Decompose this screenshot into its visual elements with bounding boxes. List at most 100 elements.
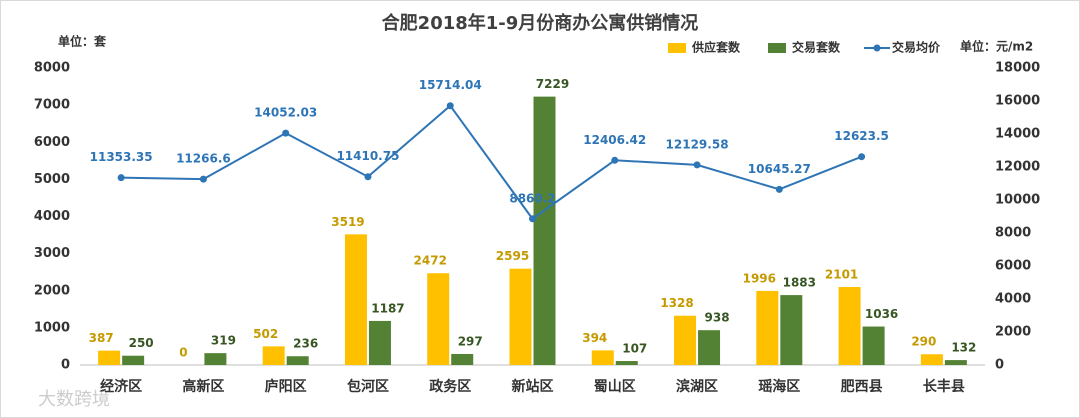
bar-value-label: 1996 (743, 271, 776, 285)
x-tick-label: 滨湖区 (676, 378, 718, 395)
bar-value-label: 1036 (865, 307, 898, 321)
bar (674, 315, 697, 365)
x-tick-label: 高新区 (182, 378, 224, 395)
bar (98, 350, 121, 365)
bar (262, 346, 285, 365)
line-value-label: 12129.58 (666, 137, 729, 151)
y2-tick-label: 14000 (995, 127, 1040, 142)
line-point (858, 153, 866, 161)
bar (944, 360, 967, 365)
legend-swatch (768, 43, 786, 53)
line-value-label: 12406.42 (583, 133, 646, 147)
line-value-label: 11266.6 (176, 152, 231, 166)
x-tick-label: 瑶海区 (758, 378, 800, 395)
y2-tick-label: 6000 (995, 259, 1031, 274)
line-point (199, 175, 207, 183)
y2-unit: 单位：元/m2 (960, 39, 1033, 54)
y2-tick-label: 18000 (995, 61, 1040, 76)
y2-tick-label: 12000 (995, 160, 1040, 175)
bar (698, 330, 721, 365)
bar (862, 326, 885, 365)
bar-value-label: 2595 (496, 249, 529, 263)
x-tick-label: 新站区 (512, 378, 554, 395)
x-tick-label: 长丰县 (923, 378, 965, 395)
bar (122, 355, 145, 365)
legend-label: 交易套数 (792, 40, 841, 55)
bar-value-label: 319 (211, 334, 236, 348)
bar (368, 320, 391, 365)
bar-value-label: 387 (89, 331, 114, 345)
bar-value-label: 502 (253, 327, 278, 341)
line-value-label: 10645.27 (748, 162, 811, 176)
bar (509, 268, 532, 365)
bar-value-label: 132 (951, 341, 976, 355)
x-tick-label: 政务区 (429, 378, 471, 395)
y2-tick-label: 2000 (995, 325, 1031, 340)
bar (780, 295, 803, 365)
bar (286, 356, 309, 365)
y2-tick-label: 0 (995, 358, 1004, 373)
watermark: 大数跨境 (38, 389, 110, 410)
y-tick-label: 3000 (34, 246, 70, 261)
bar (920, 354, 943, 365)
y-unit: 单位：套 (58, 34, 107, 49)
bar (533, 96, 556, 365)
line-value-label: 8860.2 (509, 191, 555, 205)
y-tick-label: 2000 (34, 283, 70, 298)
bar-value-label: 297 (458, 334, 483, 348)
line-point (282, 129, 290, 137)
x-tick-label: 蜀山区 (594, 379, 636, 395)
y-tick-label: 5000 (34, 172, 70, 187)
bar (451, 353, 474, 365)
bar (204, 353, 227, 365)
line-point (117, 174, 125, 182)
bar (427, 273, 450, 365)
bar (756, 290, 779, 365)
bar-value-label: 236 (293, 337, 318, 351)
line-point (611, 156, 619, 164)
bar-value-label: 2472 (414, 254, 447, 268)
y2-tick-label: 8000 (995, 226, 1031, 241)
bar-value-label: 2101 (825, 268, 858, 282)
legend-swatch (873, 44, 881, 52)
legend-label: 交易均价 (892, 40, 941, 55)
bar-value-label: 107 (622, 342, 647, 356)
line-point (775, 185, 783, 193)
bar (615, 361, 638, 365)
y2-tick-label: 16000 (995, 94, 1040, 109)
y2-tick-label: 4000 (995, 292, 1031, 307)
line-point (693, 161, 701, 169)
bar-value-label: 0 (179, 346, 187, 360)
x-tick-label: 肥西县 (841, 379, 883, 395)
chart-title: 合肥2018年1-9月份商办公寓供销情况 (382, 12, 699, 34)
bar-value-label: 1883 (783, 276, 816, 290)
bar-value-label: 1187 (371, 301, 404, 315)
x-tick-label: 包河区 (347, 378, 389, 395)
bar-value-label: 290 (911, 335, 936, 349)
bar (838, 287, 861, 365)
line-value-label: 11410.75 (336, 149, 399, 163)
line-value-label: 12623.5 (834, 129, 889, 143)
bar-value-label: 7229 (536, 77, 569, 91)
bar (591, 350, 614, 365)
bar-value-label: 1328 (660, 296, 693, 310)
y-tick-label: 4000 (34, 209, 70, 224)
bar (344, 234, 367, 365)
y-tick-label: 0 (61, 358, 70, 373)
line-value-label: 11353.35 (90, 150, 153, 164)
x-tick-label: 经济区 (100, 378, 142, 395)
line (121, 104, 862, 221)
legend-label: 供应套数 (691, 40, 741, 55)
bar-value-label: 938 (705, 311, 730, 325)
x-tick-label: 庐阳区 (265, 378, 307, 395)
y-tick-label: 7000 (34, 98, 70, 113)
bar-value-label: 394 (582, 331, 607, 345)
legend-swatch (668, 43, 686, 53)
line-point (529, 215, 536, 223)
y2-tick-label: 10000 (995, 193, 1040, 208)
bar-value-label: 250 (129, 336, 154, 350)
line-point (364, 173, 372, 181)
y-tick-label: 6000 (34, 135, 70, 150)
y-tick-label: 8000 (34, 61, 70, 76)
